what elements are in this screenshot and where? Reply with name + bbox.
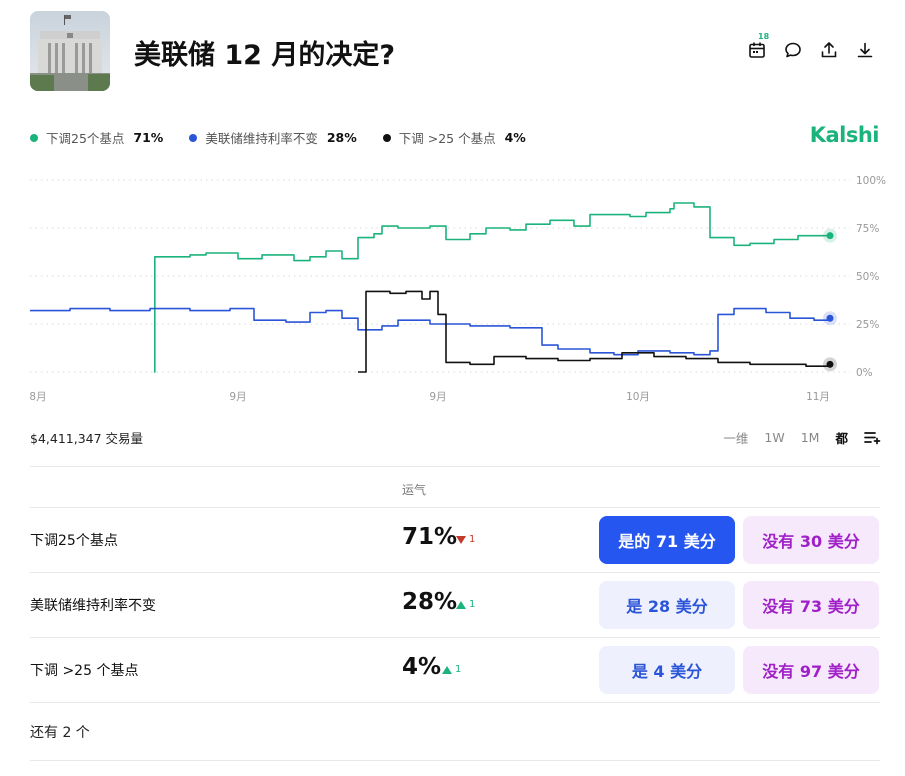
range-1m[interactable]: 1M xyxy=(800,430,820,445)
range-all[interactable]: 都 xyxy=(835,431,848,446)
divider xyxy=(30,507,880,508)
header-actions: 18 xyxy=(748,32,874,59)
outcome-pct: 4% xyxy=(402,654,442,680)
legend-item[interactable]: 下调25个基点 71% xyxy=(30,128,163,147)
legend-label: 美联储维持利率不变 xyxy=(205,131,318,146)
y-tick-label: 25% xyxy=(856,319,879,331)
divider xyxy=(30,702,880,703)
legend-label: 下调 >25 个基点 xyxy=(398,131,496,146)
legend-item[interactable]: 美联储维持利率不变 28% xyxy=(189,128,357,147)
share-button[interactable] xyxy=(820,41,838,59)
comment-icon xyxy=(785,42,801,58)
legend-dot xyxy=(382,133,391,142)
outcome-change: 1 xyxy=(456,599,475,610)
divider xyxy=(30,466,880,467)
range-1d[interactable]: 一维 xyxy=(723,431,749,446)
outcome-pct: 71% xyxy=(402,524,458,550)
x-tick-label: 9月 xyxy=(229,391,246,403)
outcome-row[interactable]: 下调 >25 个基点 4% 1 是 4 美分 没有 97 美分 xyxy=(30,638,880,702)
legend-pct: 71% xyxy=(133,130,164,145)
y-tick-label: 0% xyxy=(856,367,873,379)
chart-settings-icon[interactable] xyxy=(864,431,881,445)
outcome-label: 下调25个基点 xyxy=(30,533,118,549)
outcome-pct: 28% xyxy=(402,589,458,615)
outcome-label: 美联储维持利率不变 xyxy=(30,598,156,614)
federal-reserve-image xyxy=(30,11,110,91)
series-end-point xyxy=(826,360,834,368)
more-outcomes-link[interactable]: 还有 2 个 xyxy=(30,725,90,741)
triangle-up-icon xyxy=(442,665,452,674)
download-button[interactable] xyxy=(856,41,874,59)
buy-no-button[interactable]: 没有 73 美分 xyxy=(743,581,879,629)
series-end-point xyxy=(826,314,834,322)
comment-button[interactable] xyxy=(784,41,802,59)
outcome-change: 1 xyxy=(442,664,461,675)
buy-no-button[interactable]: 没有 30 美分 xyxy=(743,516,879,564)
y-tick-label: 50% xyxy=(856,271,879,283)
chance-column-header: 运气 xyxy=(402,483,427,497)
kalshi-logo[interactable]: Kalshi xyxy=(809,123,880,147)
market-header: 美联储 12 月的决定? 18 xyxy=(30,11,880,91)
chart-legend: 下调25个基点 71% 美联储维持利率不变 28% 下调 >25 个基点 4% xyxy=(30,128,526,147)
outcome-row[interactable]: 美联储维持利率不变 28% 1 是 28 美分 没有 73 美分 xyxy=(30,573,880,637)
legend-pct: 4% xyxy=(504,130,526,145)
buy-yes-button[interactable]: 是 4 美分 xyxy=(599,646,735,694)
range-1w[interactable]: 1W xyxy=(764,430,785,445)
calendar-button[interactable]: 18 xyxy=(748,32,769,59)
legend-pct: 28% xyxy=(326,130,357,145)
calendar-badge: 18 xyxy=(758,32,770,41)
change-value: 1 xyxy=(469,599,476,610)
calendar-icon xyxy=(749,42,765,58)
x-tick-label: 11月 xyxy=(806,391,830,403)
x-tick-label: 8月 xyxy=(29,391,46,403)
series-line xyxy=(154,202,830,373)
y-tick-label: 75% xyxy=(856,223,879,235)
download-icon xyxy=(857,42,873,58)
outcome-change: 1 xyxy=(456,534,475,545)
price-chart[interactable]: 100% 75% 50% 25% 0% 8月 9月 9月 10月 11月 xyxy=(0,160,905,410)
change-value: 1 xyxy=(469,534,476,545)
share-icon xyxy=(821,42,837,58)
legend-label: 下调25个基点 xyxy=(46,131,125,146)
outcome-label: 下调 >25 个基点 xyxy=(30,663,139,679)
buy-yes-button[interactable]: 是 28 美分 xyxy=(599,581,735,629)
volume-text: $4,411,347 交易量 xyxy=(30,431,144,446)
divider xyxy=(30,760,880,761)
buy-no-button[interactable]: 没有 97 美分 xyxy=(743,646,879,694)
outcome-row[interactable]: 下调25个基点 71% 1 是的 71 美分 没有 30 美分 xyxy=(30,508,880,572)
series-line xyxy=(30,307,831,356)
buy-yes-button[interactable]: 是的 71 美分 xyxy=(599,516,735,564)
x-tick-label: 9月 xyxy=(429,391,446,403)
y-tick-label: 100% xyxy=(856,175,886,187)
divider xyxy=(30,572,880,573)
triangle-up-icon xyxy=(456,600,466,609)
legend-dot xyxy=(30,133,38,142)
range-selector: 一维 1W 1M 都 xyxy=(723,428,881,447)
legend-dot xyxy=(189,133,198,142)
series-end-point xyxy=(826,232,834,240)
divider xyxy=(30,637,880,638)
legend-item[interactable]: 下调 >25 个基点 4% xyxy=(382,128,526,147)
change-value: 1 xyxy=(455,664,462,675)
triangle-down-icon xyxy=(456,535,466,544)
market-title: 美联储 12 月的决定? xyxy=(134,40,396,71)
x-tick-label: 10月 xyxy=(626,391,650,403)
series-line xyxy=(358,290,831,373)
